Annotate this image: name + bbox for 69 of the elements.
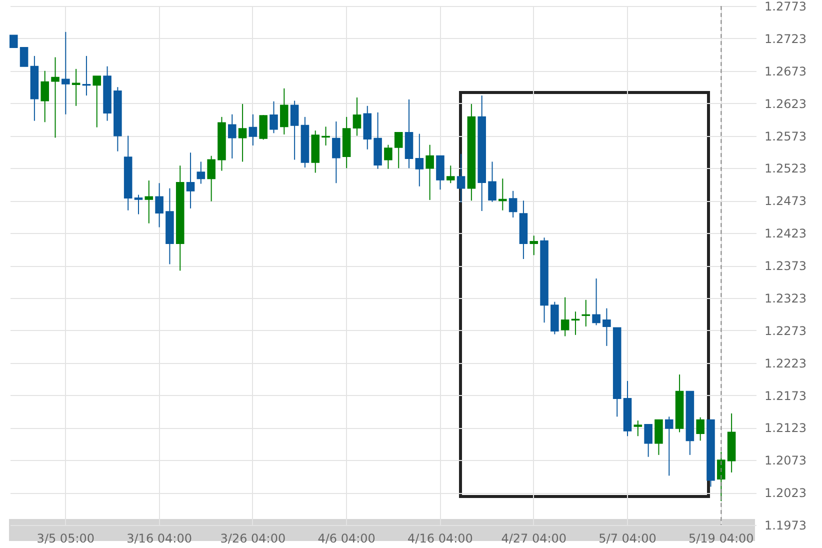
candlestick bbox=[654, 419, 663, 456]
x-tick-label: 4/6 04:00 bbox=[318, 532, 376, 546]
candlestick bbox=[664, 416, 674, 476]
candlestick bbox=[238, 103, 247, 162]
y-tick-label: 1.2673 bbox=[764, 64, 806, 78]
candlestick bbox=[560, 296, 570, 337]
candlestick bbox=[394, 132, 403, 169]
candlestick bbox=[488, 161, 496, 202]
candlestick bbox=[186, 152, 195, 209]
y-tick-label: 1.2023 bbox=[764, 486, 806, 500]
candlestick bbox=[259, 114, 268, 140]
y-tick-label: 1.2373 bbox=[764, 259, 806, 273]
candlestick bbox=[10, 34, 18, 48]
y-tick-label: 1.2573 bbox=[764, 129, 806, 144]
candlestick bbox=[134, 194, 143, 215]
x-tick-label: 4/27 04:00 bbox=[501, 532, 567, 546]
candlestick bbox=[602, 308, 611, 346]
candlestick bbox=[582, 299, 590, 327]
candlestick bbox=[40, 70, 49, 123]
y-tick-label: 1.2073 bbox=[764, 454, 806, 468]
y-tick-label: 1.2723 bbox=[764, 32, 806, 46]
candlestick bbox=[446, 165, 455, 184]
candlestick bbox=[248, 114, 258, 146]
y-tick-label: 1.2123 bbox=[764, 421, 806, 436]
candlestick bbox=[72, 68, 80, 106]
candlestick bbox=[207, 155, 216, 202]
candlestick bbox=[426, 144, 434, 200]
y-tick-label: 1.2423 bbox=[764, 226, 806, 241]
candlestick bbox=[498, 178, 507, 211]
candlestick bbox=[290, 100, 299, 160]
y-tick-label: 1.2223 bbox=[764, 356, 806, 370]
candlestick bbox=[384, 144, 392, 170]
candlestick bbox=[456, 153, 466, 204]
y-tick-label: 1.2773 bbox=[764, 0, 806, 14]
x-tick-label: 5/19 04:00 bbox=[688, 532, 754, 546]
candlestick bbox=[228, 114, 236, 159]
y-tick-label: 1.2323 bbox=[764, 291, 806, 306]
y-tick-label: 1.2273 bbox=[764, 324, 806, 338]
x-tick-label: 3/16 04:00 bbox=[126, 532, 192, 546]
candlestick bbox=[644, 424, 652, 458]
candlestick bbox=[530, 235, 538, 256]
candlestick bbox=[82, 55, 91, 96]
y-tick-label: 1.2473 bbox=[764, 194, 806, 208]
candlestick bbox=[332, 120, 340, 184]
candlestick bbox=[20, 47, 28, 67]
x-tick-label: 3/26 04:00 bbox=[220, 532, 286, 546]
candlestick bbox=[696, 416, 704, 442]
candlestick bbox=[415, 133, 424, 187]
candlestick bbox=[155, 182, 164, 228]
x-tick-label: 3/5 05:00 bbox=[36, 532, 95, 546]
x-tick-label: 5/7 04:00 bbox=[598, 532, 656, 546]
y-tick-label: 1.2173 bbox=[764, 388, 806, 403]
candlestick bbox=[92, 76, 102, 128]
x-tick-label: 4/16 04:00 bbox=[408, 532, 473, 546]
y-tick-label: 1.2623 bbox=[764, 96, 806, 111]
y-tick-label: 1.1973 bbox=[764, 518, 806, 532]
candlestick bbox=[51, 56, 60, 138]
y-tick-label: 1.2523 bbox=[764, 162, 806, 176]
candlestick bbox=[571, 311, 580, 336]
candlestick bbox=[508, 190, 518, 218]
candlestick bbox=[144, 180, 154, 224]
candlestick bbox=[322, 126, 330, 146]
candlestick bbox=[592, 278, 600, 326]
candlestick bbox=[280, 88, 288, 135]
candlestick bbox=[270, 100, 278, 134]
candlestick bbox=[62, 31, 70, 115]
candlestick bbox=[196, 161, 206, 184]
candlestick bbox=[634, 420, 642, 437]
candlestick bbox=[352, 96, 362, 136]
